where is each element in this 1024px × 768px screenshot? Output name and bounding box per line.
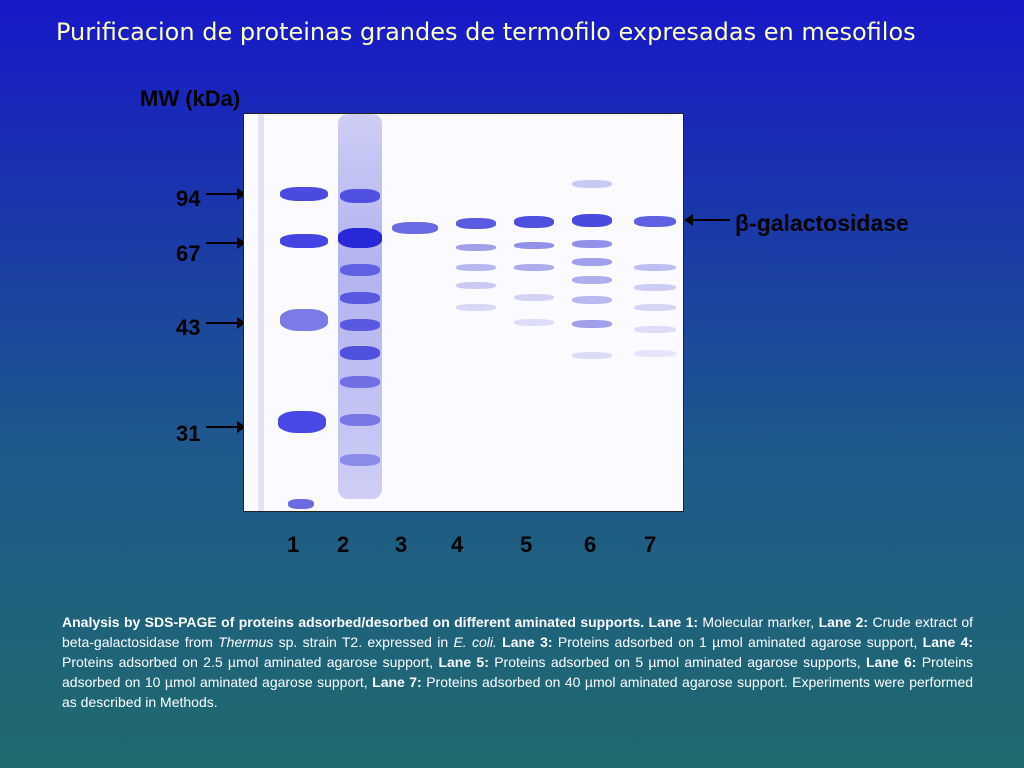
lane2-band xyxy=(340,414,380,426)
lane6-band xyxy=(572,352,612,359)
lane7-band xyxy=(634,350,676,357)
caption-lane7-label: Lane 7: xyxy=(372,674,422,690)
caption-lane2-text: Crude extract of beta-galactosidase from xyxy=(62,614,974,650)
caption-lane3-label: Lane 3: xyxy=(502,634,553,650)
caption-lane4-label: Lane 4: xyxy=(922,634,974,650)
marker-94-arrow xyxy=(206,188,246,200)
lane1-band xyxy=(278,411,326,433)
caption-lane1-text: Molecular marker, xyxy=(702,614,815,630)
lane7-band xyxy=(634,284,676,291)
caption-lane5-label: Lane 5: xyxy=(438,654,489,670)
lane7-band xyxy=(634,216,676,227)
lane-number-3: 3 xyxy=(395,532,408,557)
lane2-band xyxy=(340,376,380,388)
lane-number-4: 4 xyxy=(451,532,464,557)
lane3-band xyxy=(392,222,438,234)
lane2-band xyxy=(340,454,380,466)
marker-67-arrow xyxy=(206,237,246,249)
lane2-band xyxy=(340,292,380,304)
caption-intro: Analysis by SDS-PAGE of proteins adsorbe… xyxy=(62,614,645,630)
marker-43-arrow xyxy=(206,317,246,329)
lane4-band xyxy=(456,264,496,271)
lane6-band xyxy=(572,320,612,328)
lane4-band xyxy=(456,244,496,251)
gel-image xyxy=(243,113,684,512)
marker-31: 31 xyxy=(176,421,201,446)
lane4-band xyxy=(456,282,496,289)
caption-lane5-text: Proteins adsorbed on 5 µmol aminated aga… xyxy=(494,654,861,670)
lane6-band xyxy=(572,240,612,248)
lane6-band xyxy=(572,180,612,188)
marker-43: 43 xyxy=(176,315,201,340)
lane5-band xyxy=(514,294,554,301)
caption-lane2-text-b: sp. strain T2. expressed in xyxy=(278,634,449,650)
lane-number-1: 1 xyxy=(287,532,300,557)
lane6-band xyxy=(572,214,612,227)
figure-caption: Analysis by SDS-PAGE of proteins adsorbe… xyxy=(62,612,973,712)
lane6-band xyxy=(572,276,612,284)
beta-galactosidase-arrow xyxy=(684,214,730,226)
caption-lane7-text: Proteins adsorbed on 40 µmol aminated ag… xyxy=(62,674,974,710)
lane2-band xyxy=(340,189,380,203)
lane-number-7: 7 xyxy=(644,532,657,557)
lane-number-2: 2 xyxy=(337,532,350,557)
caption-lane1-label: Lane 1: xyxy=(648,614,699,630)
gel-edge-smear xyxy=(258,114,264,511)
lane5-band xyxy=(514,242,554,249)
beta-galactosidase-label: β-galactosidase xyxy=(735,210,909,236)
marker-67: 67 xyxy=(176,241,201,266)
lane2-band xyxy=(340,319,380,331)
lane2-smear xyxy=(338,114,382,499)
caption-lane3-text: Proteins adsorbed on 1 µmol aminated aga… xyxy=(557,634,918,650)
caption-lane6-text: Proteins adsorbed on 10 µmol aminated ag… xyxy=(62,654,974,690)
caption-host: E. coli. xyxy=(453,634,497,650)
lane7-band xyxy=(634,326,676,333)
lane-number-6: 6 xyxy=(584,532,597,557)
caption-lane2-label: Lane 2: xyxy=(818,614,869,630)
lane7-band xyxy=(634,304,676,311)
lane4-band xyxy=(456,218,496,229)
caption-lane4-text: Proteins adsorbed on 2.5 µmol aminated a… xyxy=(62,654,434,670)
caption-species: Thermus xyxy=(218,634,274,650)
lane1-band xyxy=(288,499,314,509)
lane7-band xyxy=(634,264,676,271)
caption-lane6-label: Lane 6: xyxy=(865,654,917,670)
marker-94: 94 xyxy=(176,186,201,211)
lane1-band xyxy=(280,234,328,248)
lane1-band xyxy=(280,309,328,331)
marker-31-arrow xyxy=(206,421,246,433)
lane5-band xyxy=(514,216,554,228)
lane2-band xyxy=(340,346,380,360)
lane5-band xyxy=(514,264,554,271)
lane2-band xyxy=(338,228,382,248)
slide-title: Purificacion de proteinas grandes de ter… xyxy=(56,18,916,46)
lane6-band xyxy=(572,296,612,304)
mw-axis-label: MW (kDa) xyxy=(140,86,241,111)
lane4-band xyxy=(456,304,496,311)
lane1-band xyxy=(280,187,328,201)
lane-number-5: 5 xyxy=(520,532,533,557)
lane2-band xyxy=(340,264,380,276)
lane6-band xyxy=(572,258,612,266)
lane5-band xyxy=(514,319,554,326)
